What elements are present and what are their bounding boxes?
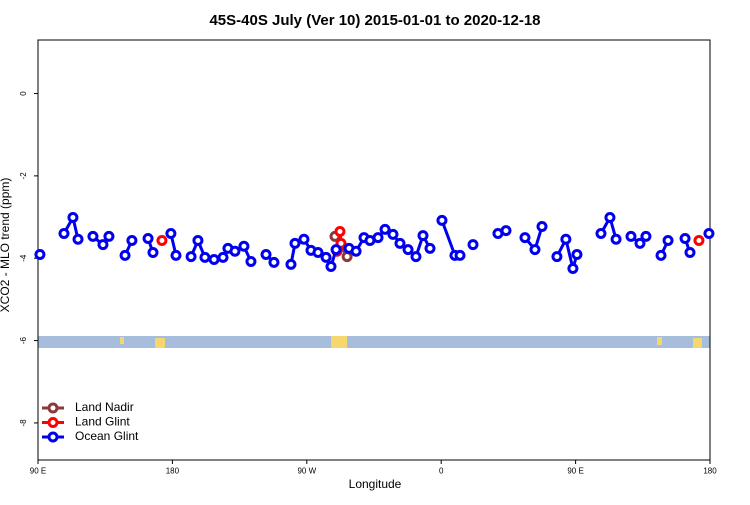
data-point xyxy=(103,230,115,242)
data-point xyxy=(217,251,229,263)
land-patch xyxy=(155,338,165,348)
legend-marker xyxy=(47,431,59,443)
data-point xyxy=(604,211,616,223)
data-point xyxy=(684,246,696,258)
data-point xyxy=(625,230,637,242)
data-point xyxy=(185,251,197,263)
data-point xyxy=(312,246,324,258)
data-point xyxy=(156,235,168,247)
ocean-strip xyxy=(38,336,710,348)
y-tick-label: -8 xyxy=(19,419,28,427)
data-point xyxy=(238,240,250,252)
data-point xyxy=(424,242,436,254)
data-point xyxy=(87,230,99,242)
data-point xyxy=(679,232,691,244)
data-point xyxy=(289,237,301,249)
data-point xyxy=(119,249,131,261)
legend-label: Land Nadir xyxy=(75,400,134,414)
data-point xyxy=(551,251,563,263)
data-point xyxy=(417,230,429,242)
data-point xyxy=(142,232,154,244)
data-point xyxy=(350,245,362,257)
data-point xyxy=(165,228,177,240)
data-point xyxy=(341,251,353,263)
data-point xyxy=(170,249,182,261)
data-point xyxy=(379,223,391,235)
legend-marker xyxy=(47,402,59,414)
data-point xyxy=(394,237,406,249)
data-point xyxy=(58,228,70,240)
legend-marker xyxy=(47,417,59,428)
data-point xyxy=(72,233,84,245)
data-point xyxy=(325,260,337,272)
x-tick-label: 90 E xyxy=(567,467,583,476)
data-point xyxy=(298,233,310,245)
data-point xyxy=(330,244,342,256)
x-tick-label: 0 xyxy=(439,467,444,476)
y-tick-label: 0 xyxy=(19,91,28,96)
data-point xyxy=(640,230,652,242)
data-point xyxy=(320,251,332,263)
data-point xyxy=(519,232,531,244)
data-point xyxy=(595,228,607,240)
data-point xyxy=(436,214,448,226)
data-point xyxy=(192,235,204,247)
data-point xyxy=(372,232,384,244)
x-tick-label: 180 xyxy=(703,467,717,476)
land-patch xyxy=(331,336,347,348)
data-point xyxy=(402,244,414,256)
data-point xyxy=(536,221,548,233)
data-point xyxy=(529,244,541,256)
data-point xyxy=(410,251,422,263)
x-tick-label: 180 xyxy=(166,467,180,476)
y-axis-label: XCO2 - MLO trend (ppm) xyxy=(0,178,12,313)
data-point xyxy=(634,237,646,249)
x-tick-label: 90 W xyxy=(297,467,316,476)
land-mask xyxy=(38,336,710,348)
data-point xyxy=(67,211,79,223)
data-point xyxy=(97,239,109,251)
data-point xyxy=(655,249,667,261)
data-point xyxy=(334,225,346,237)
data-point xyxy=(693,235,705,247)
data-point xyxy=(703,228,715,240)
data-point xyxy=(268,256,280,268)
data-point xyxy=(500,225,512,237)
data-point xyxy=(245,256,257,268)
data-point xyxy=(567,263,579,275)
data-point xyxy=(560,233,572,245)
data-point xyxy=(285,258,297,270)
legend-label: Land Glint xyxy=(75,415,130,429)
data-point xyxy=(34,249,46,261)
data-point xyxy=(229,245,241,257)
data-point xyxy=(571,249,583,261)
x-tick-label: 90 E xyxy=(30,467,46,476)
x-axis-label: Longitude xyxy=(349,477,402,491)
land-patch xyxy=(657,337,662,345)
legend-label: Ocean Glint xyxy=(75,429,139,443)
chart-title: 45S-40S July (Ver 10) 2015-01-01 to 2020… xyxy=(209,12,540,29)
land-patch xyxy=(693,338,702,348)
data-point xyxy=(147,246,159,258)
data-point xyxy=(454,249,466,261)
y-tick-label: -4 xyxy=(19,254,28,262)
data-point xyxy=(199,251,211,263)
land-patch xyxy=(120,337,124,344)
data-point xyxy=(126,235,138,247)
data-point xyxy=(662,235,674,247)
y-tick-label: -2 xyxy=(19,172,28,180)
data-point xyxy=(610,233,622,245)
data-point xyxy=(208,253,220,265)
y-tick-label: -6 xyxy=(19,336,28,344)
data-point xyxy=(260,249,272,261)
data-point xyxy=(387,228,399,240)
data-point xyxy=(467,239,479,251)
